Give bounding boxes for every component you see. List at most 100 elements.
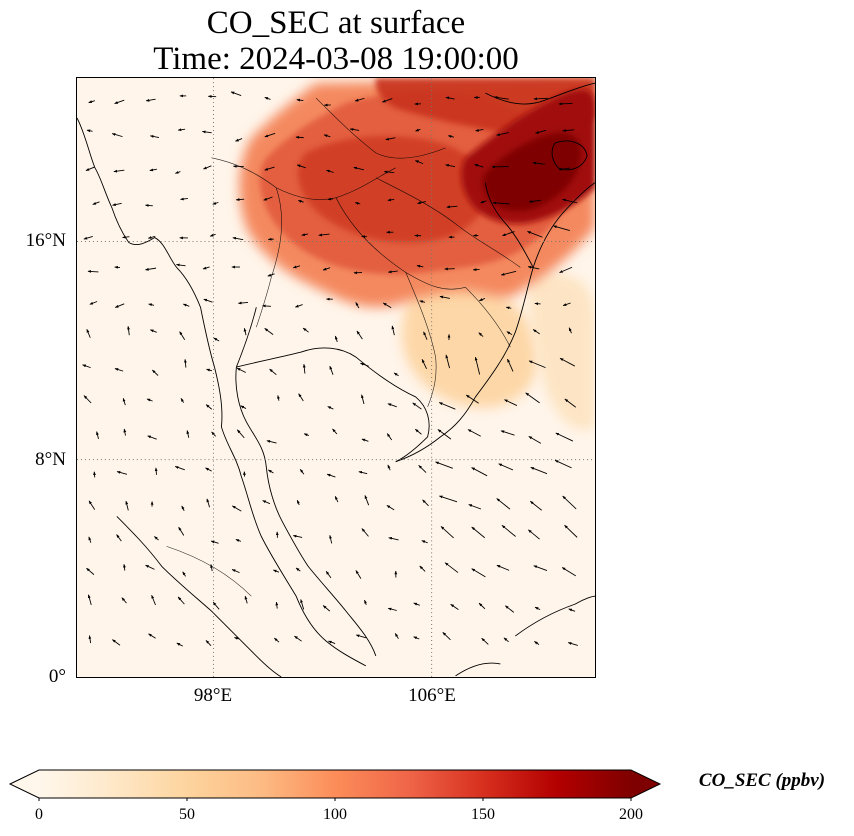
wind-arrow bbox=[442, 631, 451, 641]
wind-arrow bbox=[387, 403, 397, 408]
wind-arrow bbox=[85, 166, 95, 172]
wind-arrow bbox=[83, 236, 93, 240]
wind-arrow bbox=[435, 461, 454, 469]
wind-arrow bbox=[422, 499, 429, 507]
wind-arrow bbox=[201, 130, 212, 134]
wind-arrow bbox=[114, 303, 125, 308]
wind-arrow bbox=[496, 498, 511, 510]
wind-arrow bbox=[558, 167, 571, 171]
wind-arrow bbox=[231, 505, 242, 512]
hotspot-core bbox=[482, 132, 582, 212]
map-canvas bbox=[77, 78, 595, 677]
wind-arrow bbox=[299, 469, 305, 475]
wind-arrow bbox=[262, 500, 271, 505]
wind-arrow bbox=[533, 565, 548, 571]
wind-arrow bbox=[111, 133, 123, 138]
wind-arrow bbox=[438, 402, 456, 410]
wind-arrow bbox=[234, 637, 240, 640]
wind-arrow bbox=[383, 170, 395, 174]
colorbar-tick-0: 0 bbox=[35, 806, 43, 823]
wind-arrow bbox=[528, 360, 546, 369]
wind-arrow bbox=[269, 368, 277, 376]
coastline-hainan bbox=[551, 140, 588, 171]
wind-arrow bbox=[177, 128, 186, 132]
wind-arrow bbox=[294, 635, 302, 642]
wind-arrow bbox=[327, 406, 334, 410]
wind-arrow bbox=[360, 362, 369, 367]
wind-arrow bbox=[149, 168, 157, 172]
wind-arrow bbox=[238, 301, 249, 305]
wind-arrow bbox=[501, 524, 516, 537]
wind-arrow bbox=[535, 129, 547, 134]
wind-arrow bbox=[116, 471, 128, 475]
wind-arrow bbox=[500, 430, 515, 436]
wind-arrow bbox=[213, 337, 220, 342]
wind-arrow bbox=[114, 99, 125, 104]
wind-arrow bbox=[205, 404, 213, 410]
colorbar-tick-50: 50 bbox=[179, 806, 195, 823]
colorbar-ticks bbox=[38, 798, 632, 801]
wind-arrow bbox=[212, 601, 220, 610]
wind-arrow bbox=[181, 505, 185, 511]
coastline-borneo bbox=[515, 595, 595, 637]
wind-arrow bbox=[174, 170, 181, 174]
wind-arrow bbox=[387, 270, 398, 274]
wind-arrow bbox=[387, 464, 391, 471]
wind-arrow bbox=[149, 329, 157, 333]
wind-arrow bbox=[355, 302, 360, 309]
wind-arrow bbox=[203, 298, 213, 303]
wind-arrow bbox=[567, 642, 578, 646]
wind-arrow bbox=[559, 357, 575, 367]
wind-arrow bbox=[235, 198, 245, 201]
wind-arrow bbox=[568, 608, 576, 612]
wind-arrow bbox=[527, 265, 540, 270]
wind-arrow bbox=[439, 495, 458, 503]
wind-arrow bbox=[301, 233, 309, 237]
wind-arrow bbox=[525, 392, 540, 404]
wind-arrow bbox=[354, 202, 361, 205]
wind-arrow bbox=[87, 270, 99, 273]
colorbar-gradient bbox=[39, 770, 631, 798]
wind-arrow bbox=[236, 429, 245, 439]
wind-arrow bbox=[112, 202, 122, 206]
wind-arrow bbox=[355, 634, 367, 639]
wind-arrow bbox=[88, 536, 92, 543]
wind-arrow bbox=[322, 267, 331, 271]
wind-arrow bbox=[212, 201, 219, 205]
concentration-field bbox=[77, 78, 595, 677]
wind-arrow bbox=[568, 327, 572, 334]
wind-arrow bbox=[554, 459, 572, 469]
wind-arrow bbox=[412, 402, 422, 410]
wind-arrow bbox=[82, 364, 91, 369]
wind-arrow bbox=[413, 636, 420, 640]
wind-arrow bbox=[500, 270, 517, 276]
wind-arrow bbox=[502, 231, 515, 237]
wind-arrow bbox=[154, 467, 158, 475]
wind-arrow bbox=[413, 602, 420, 606]
wind-arrow bbox=[113, 169, 125, 173]
wind-arrow bbox=[88, 635, 92, 644]
wind-arrow bbox=[211, 431, 216, 437]
coastline-sumatra bbox=[116, 516, 282, 677]
wind-arrow bbox=[505, 605, 515, 613]
wind-arrow bbox=[423, 331, 428, 340]
wind-arrow bbox=[468, 504, 482, 510]
wind-arrow bbox=[240, 405, 247, 409]
wind-arrow bbox=[296, 164, 306, 169]
wind-arrow bbox=[562, 495, 577, 510]
wind-arrow bbox=[235, 138, 243, 142]
wind-arrow bbox=[266, 440, 277, 444]
wind-arrow bbox=[300, 599, 305, 610]
wind-arrow bbox=[532, 329, 540, 335]
wind-arrow bbox=[474, 356, 481, 375]
wind-arrow bbox=[205, 467, 212, 472]
wind-arrow bbox=[174, 466, 185, 471]
map-panel bbox=[76, 77, 596, 678]
wind-arrow bbox=[564, 398, 577, 408]
wind-arrow bbox=[437, 429, 452, 440]
wind-arrow bbox=[444, 562, 459, 573]
colorbar-label: CO_SEC (ppbv) bbox=[698, 770, 826, 791]
wind-arrow bbox=[123, 428, 127, 436]
wind-arrow bbox=[415, 428, 422, 435]
wind-arrow bbox=[148, 303, 155, 307]
